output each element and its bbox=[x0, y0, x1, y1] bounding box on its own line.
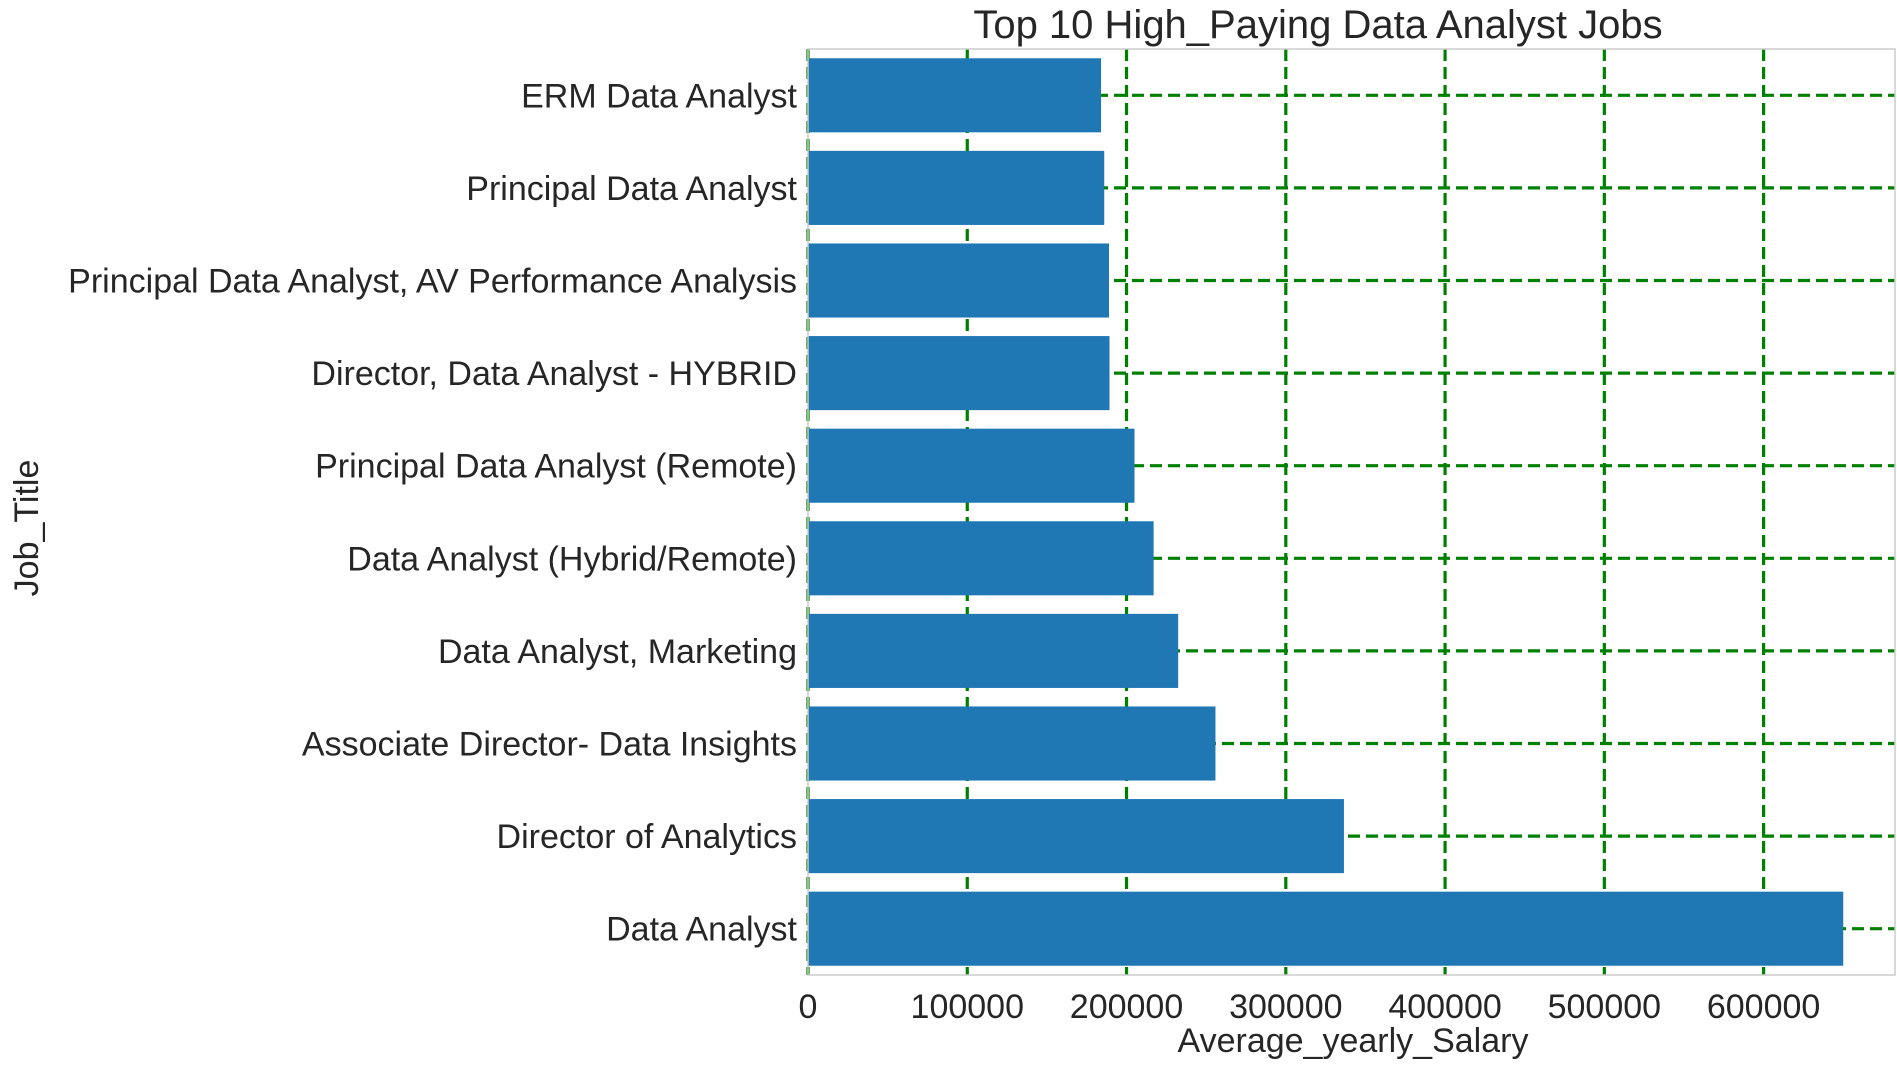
y-tick-label: Data Analyst bbox=[606, 911, 797, 949]
bar bbox=[808, 58, 1102, 133]
x-tick-label: 600000 bbox=[1707, 988, 1820, 1026]
bar bbox=[808, 799, 1344, 874]
bar-layer bbox=[808, 58, 1844, 966]
x-tick-label: 200000 bbox=[1070, 988, 1183, 1026]
bar bbox=[808, 706, 1216, 781]
bar bbox=[808, 613, 1179, 688]
bar bbox=[808, 150, 1105, 225]
y-tick-label: Data Analyst (Hybrid/Remote) bbox=[347, 540, 797, 578]
bar bbox=[808, 428, 1135, 503]
bar bbox=[808, 521, 1154, 596]
y-tick-label: Director, Data Analyst - HYBRID bbox=[311, 355, 797, 393]
plot-frame bbox=[807, 48, 1896, 976]
x-tick-label: 500000 bbox=[1548, 988, 1661, 1026]
chart-title: Top 10 High_Paying Data Analyst Jobs bbox=[973, 3, 1662, 47]
x-tick-label: 400000 bbox=[1388, 988, 1501, 1026]
y-tick-label: Principal Data Analyst (Remote) bbox=[315, 448, 797, 486]
bar bbox=[808, 336, 1110, 411]
bar bbox=[808, 891, 1844, 966]
x-tick-label: 100000 bbox=[911, 988, 1024, 1026]
x-tick-label: 0 bbox=[799, 988, 818, 1026]
y-tick-label: ERM Data Analyst bbox=[521, 77, 797, 115]
y-tick-label: Principal Data Analyst, AV Performance A… bbox=[68, 263, 797, 301]
x-tick-label: 300000 bbox=[1229, 988, 1342, 1026]
y-tick-label: Data Analyst, Marketing bbox=[438, 633, 797, 671]
x-axis-label: Average_yearly_Salary bbox=[1178, 1022, 1529, 1060]
bar bbox=[808, 243, 1110, 318]
y-tick-label: Principal Data Analyst bbox=[466, 170, 797, 208]
y-tick-labels: Data Analyst Director of Analytics Associa… bbox=[68, 77, 797, 948]
y-axis-label: Job_Title bbox=[8, 460, 46, 597]
y-tick-label: Associate Director- Data Insights bbox=[302, 726, 797, 764]
y-tick-label: Director of Analytics bbox=[497, 818, 797, 856]
x-tick-labels: 0 100000 200000 300000 400000 500000 600000 bbox=[799, 988, 1821, 1026]
